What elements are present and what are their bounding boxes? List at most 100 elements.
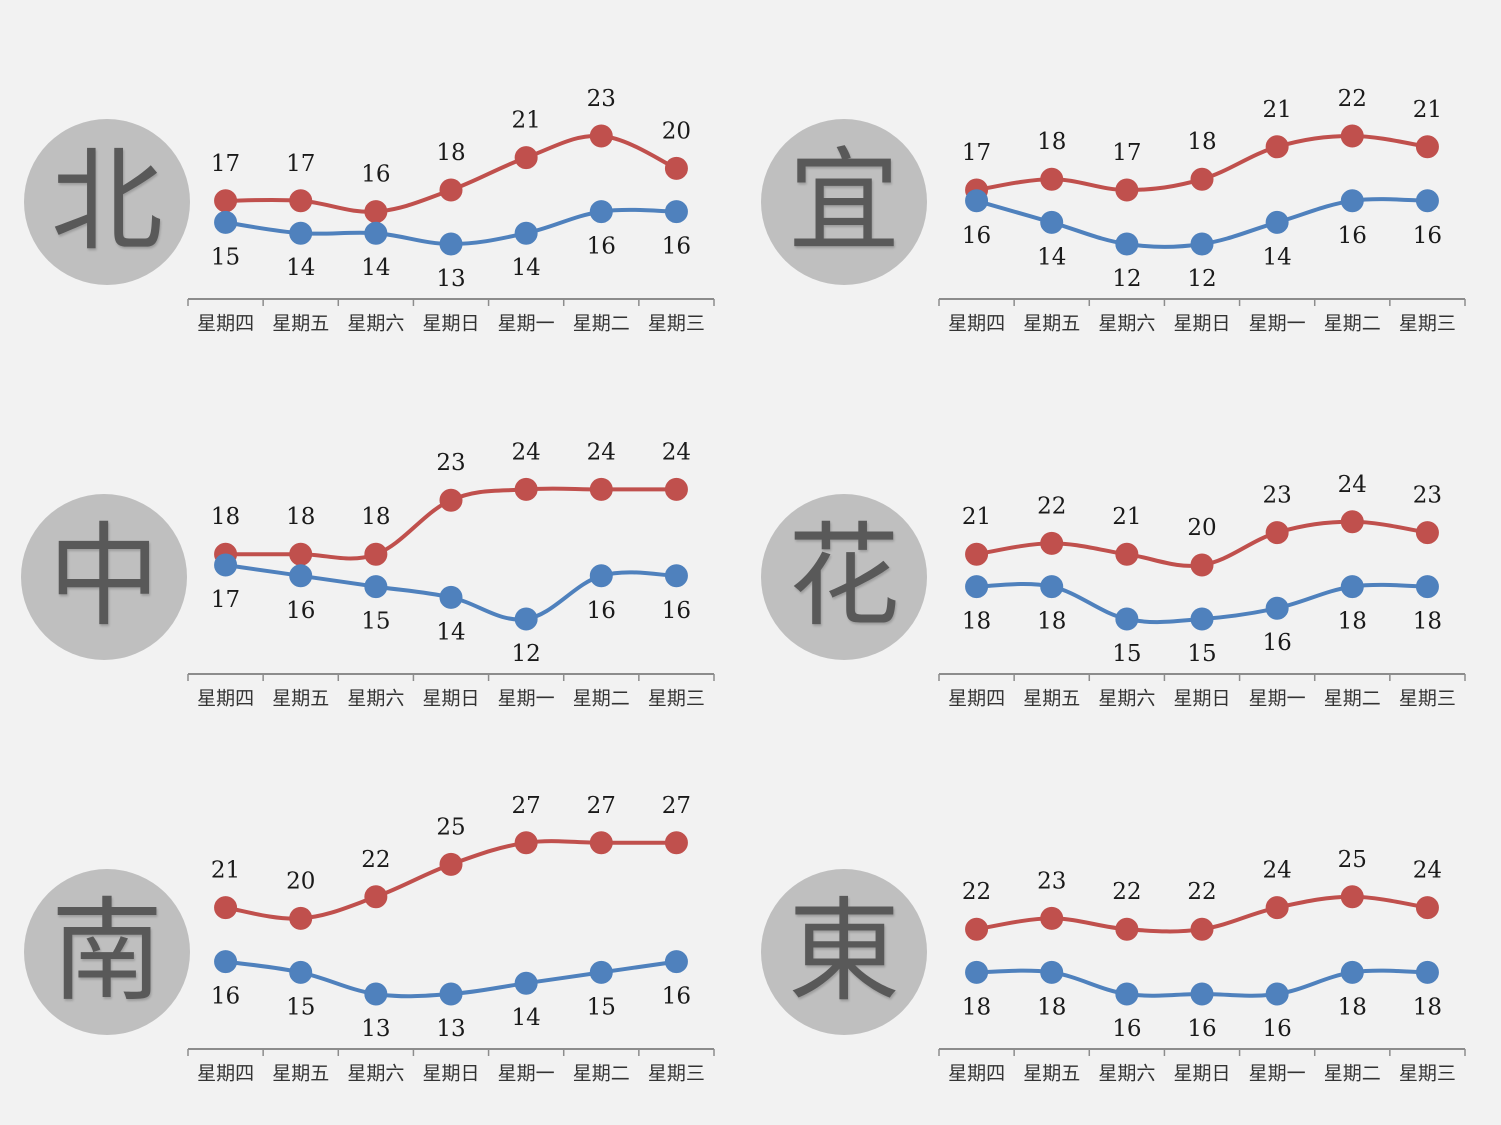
low-temp-point	[1265, 210, 1289, 234]
region-name: 宜	[788, 137, 900, 267]
low-temp-point	[214, 553, 238, 577]
x-tick-label: 星期一	[498, 688, 555, 710]
high-temp-label: 16	[361, 162, 390, 188]
high-temp-label: 17	[286, 151, 315, 177]
high-temp-point	[589, 831, 613, 855]
region-name: 花	[788, 512, 900, 642]
low-temp-label: 18	[1413, 609, 1442, 635]
high-temp-label: 24	[662, 439, 691, 465]
x-tick-label: 星期一	[498, 313, 555, 335]
low-temp-label: 14	[436, 619, 465, 645]
high-temp-point	[1190, 553, 1214, 577]
high-temp-label: 17	[211, 151, 240, 177]
low-temp-point	[514, 971, 538, 995]
x-tick-label: 星期六	[1098, 1063, 1155, 1085]
low-temp-point	[1040, 960, 1064, 984]
low-temp-label: 12	[1187, 266, 1216, 292]
high-temp-point	[1115, 917, 1139, 941]
high-temp-label: 24	[1338, 472, 1367, 498]
low-temp-label: 15	[286, 994, 315, 1020]
high-temp-point	[439, 852, 463, 876]
x-tick-label: 星期五	[272, 313, 329, 335]
high-temp-point	[1415, 521, 1439, 545]
high-temp-point	[364, 200, 388, 224]
high-temp-point	[1415, 896, 1439, 920]
low-temp-label: 16	[662, 598, 691, 624]
high-temp-point	[1415, 135, 1439, 159]
low-temp-label: 18	[1338, 609, 1367, 635]
high-temp-point	[514, 831, 538, 855]
low-temp-point	[364, 575, 388, 599]
x-tick-label: 星期一	[1249, 1063, 1306, 1085]
low-temp-point	[965, 575, 989, 599]
x-tick-label: 星期二	[1324, 688, 1381, 710]
low-temp-point	[1115, 982, 1139, 1006]
high-temp-label: 27	[662, 793, 691, 819]
low-temp-point	[589, 200, 613, 224]
high-temp-label: 22	[1338, 86, 1367, 112]
x-tick-label: 星期一	[498, 1063, 555, 1085]
low-temp-label: 18	[962, 609, 991, 635]
high-temp-label: 23	[1413, 483, 1442, 509]
high-temp-label: 17	[962, 140, 991, 166]
low-temp-point	[1415, 960, 1439, 984]
high-temp-point	[214, 896, 238, 920]
high-temp-label: 24	[1263, 858, 1292, 884]
low-temp-label: 16	[662, 984, 691, 1010]
high-temp-point	[589, 124, 613, 148]
chart-panel: 東星期四 星期五 星期六 星期日 星期一 星期二 星期三 22 23 22 22 24 25 24 18 18…	[750, 750, 1490, 1125]
low-temp-label: 18	[1338, 994, 1367, 1020]
low-temp-label: 14	[361, 255, 390, 281]
low-temp-label: 18	[962, 994, 991, 1020]
x-tick-label: 星期四	[948, 1063, 1005, 1085]
x-tick-label: 星期一	[1249, 688, 1306, 710]
x-tick-label: 星期日	[1173, 313, 1230, 335]
low-temp-label: 16	[587, 598, 616, 624]
line-chart: 星期四 星期五 星期六 星期日 星期一 星期二 星期三 17 17 16 18 21 23 20 15 14 1…	[187, 86, 715, 335]
x-tick-label: 星期二	[1324, 1063, 1381, 1085]
low-temp-label: 13	[436, 266, 465, 292]
x-tick-label: 星期日	[1173, 1063, 1230, 1085]
high-temp-label: 18	[286, 504, 315, 530]
low-temp-label: 16	[1187, 1016, 1216, 1042]
low-temp-point	[1115, 232, 1139, 256]
high-temp-label: 25	[1338, 847, 1367, 873]
low-temp-point	[664, 564, 688, 588]
x-tick-label: 星期五	[1023, 313, 1080, 335]
low-temp-point	[514, 607, 538, 631]
low-temp-label: 12	[1112, 266, 1141, 292]
high-temp-label: 22	[361, 847, 390, 873]
high-temp-point	[289, 906, 313, 930]
low-temp-label: 15	[1187, 641, 1216, 667]
high-temp-label: 18	[436, 140, 465, 166]
low-temp-label: 16	[587, 234, 616, 260]
low-temp-point	[589, 564, 613, 588]
high-temp-point	[289, 542, 313, 566]
high-temp-point	[1040, 906, 1064, 930]
low-temp-point	[1265, 596, 1289, 620]
high-temp-label: 23	[1037, 868, 1066, 894]
high-temp-point	[965, 917, 989, 941]
x-tick-label: 星期五	[272, 1063, 329, 1085]
high-temp-label: 20	[286, 868, 315, 894]
low-temp-label: 16	[1263, 630, 1292, 656]
high-temp-point	[439, 488, 463, 512]
x-tick-label: 星期五	[1023, 688, 1080, 710]
high-temp-point	[1340, 885, 1364, 909]
high-temp-label: 22	[1112, 879, 1141, 905]
x-tick-label: 星期四	[948, 313, 1005, 335]
x-tick-label: 星期六	[347, 688, 404, 710]
high-temp-point	[1115, 178, 1139, 202]
low-temp-label: 16	[1413, 223, 1442, 249]
high-temp-label: 22	[962, 879, 991, 905]
line-chart: 星期四 星期五 星期六 星期日 星期一 星期二 星期三 17 18 17 18 21 22 21 16 14 1…	[938, 86, 1466, 335]
high-temp-label: 20	[1187, 515, 1216, 541]
region-badge: 南	[24, 869, 190, 1035]
high-temp-point	[214, 189, 238, 213]
low-temp-point	[589, 960, 613, 984]
x-tick-label: 星期六	[347, 1063, 404, 1085]
low-temp-point	[1340, 960, 1364, 984]
high-temp-point	[1265, 521, 1289, 545]
high-temp-label: 18	[1037, 129, 1066, 155]
